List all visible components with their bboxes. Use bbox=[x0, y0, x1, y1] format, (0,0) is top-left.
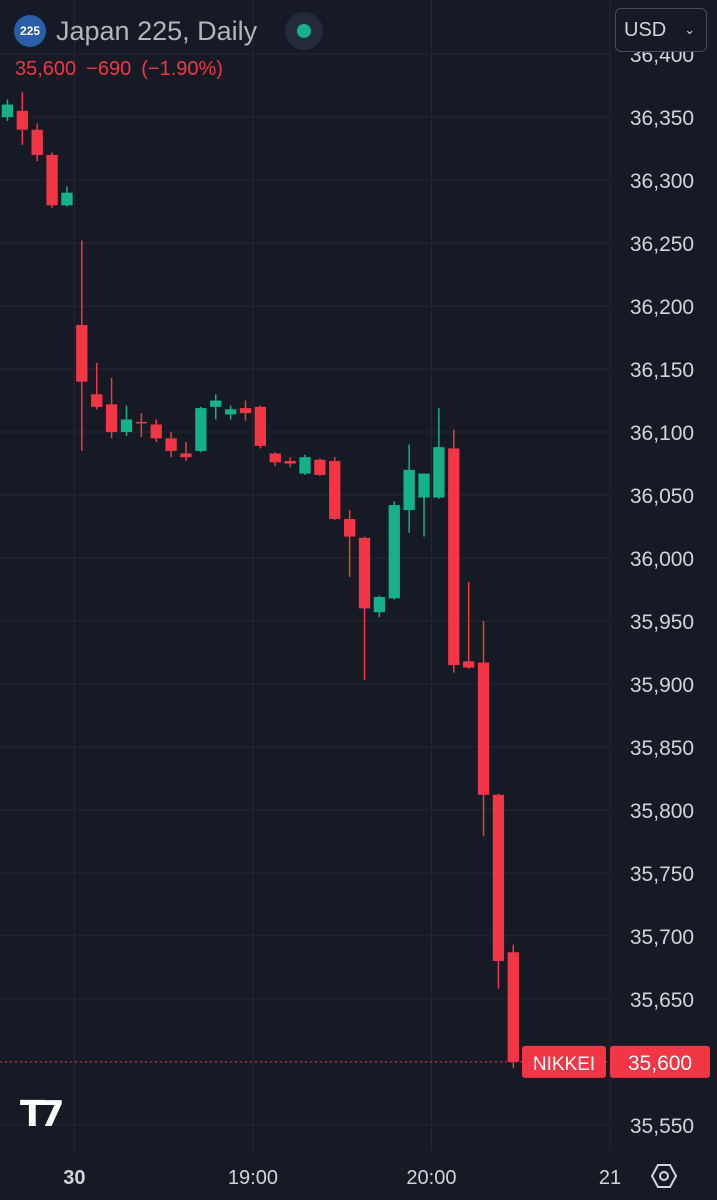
x-tick-label: 30 bbox=[63, 1167, 85, 1189]
candle-up bbox=[299, 457, 311, 474]
candle-down bbox=[343, 518, 356, 537]
candle-down bbox=[180, 453, 192, 458]
candles bbox=[1, 91, 519, 1069]
x-tick-label: 19:00 bbox=[228, 1167, 278, 1189]
candle-down bbox=[284, 461, 296, 464]
candle-up bbox=[418, 473, 430, 498]
candle-down bbox=[91, 394, 103, 407]
y-tick-label: 35,650 bbox=[630, 989, 694, 1012]
axes: 36,40036,35036,30036,25036,20036,15036,1… bbox=[0, 44, 710, 1189]
settings-icon bbox=[650, 1164, 678, 1188]
y-tick-label: 35,850 bbox=[630, 737, 694, 760]
market-open-dot-icon bbox=[297, 24, 312, 38]
y-tick-label: 36,050 bbox=[630, 485, 694, 508]
x-tick-label: 20:00 bbox=[406, 1167, 456, 1189]
market-status-indicator[interactable] bbox=[285, 12, 324, 50]
candle-up bbox=[373, 597, 386, 613]
y-tick-label: 35,900 bbox=[630, 674, 694, 697]
candle-up bbox=[403, 469, 415, 511]
candle-up bbox=[433, 447, 445, 498]
candle-down bbox=[135, 421, 147, 424]
y-tick-label: 36,100 bbox=[630, 422, 694, 445]
candle-up bbox=[120, 419, 133, 433]
symbol-title[interactable]: Japan 225, Daily bbox=[56, 15, 258, 46]
candle-down bbox=[507, 952, 519, 1062]
candle-down bbox=[150, 424, 162, 439]
candle-down bbox=[16, 110, 28, 130]
candle-down bbox=[314, 459, 326, 475]
quote-row: 35,600 −690 (−1.90%) bbox=[15, 58, 323, 81]
chart-header: 225 Japan 225, Daily 35,600 −690 (−1.90%) bbox=[14, 12, 324, 81]
candle-down bbox=[46, 154, 58, 206]
candle-up bbox=[195, 408, 207, 451]
y-tick-label: 36,000 bbox=[630, 548, 694, 571]
candle-down bbox=[254, 406, 267, 446]
currency-selector[interactable]: USD ⌄ bbox=[615, 8, 707, 52]
y-tick-label: 36,250 bbox=[630, 233, 694, 256]
y-tick-label: 35,800 bbox=[630, 800, 694, 823]
price-axis-tag-label: 35,600 bbox=[628, 1052, 692, 1075]
candle-down bbox=[239, 408, 252, 414]
candle-down bbox=[31, 129, 43, 155]
candle-down bbox=[165, 438, 177, 451]
tradingview-logo[interactable]: T7 bbox=[20, 1094, 65, 1135]
candle-down bbox=[492, 794, 505, 962]
candle-up bbox=[61, 192, 73, 206]
candle-down bbox=[269, 453, 281, 463]
price-change-percent: (−1.90%) bbox=[141, 58, 223, 80]
grid bbox=[0, 0, 611, 1150]
y-tick-label: 35,700 bbox=[630, 926, 694, 949]
y-tick-label: 36,200 bbox=[630, 296, 694, 319]
settings-button[interactable] bbox=[648, 1160, 680, 1192]
y-tick-label: 36,150 bbox=[630, 359, 694, 382]
currency-label: USD bbox=[624, 18, 667, 41]
y-tick-label: 35,750 bbox=[630, 863, 694, 886]
candle-down bbox=[358, 537, 371, 609]
x-tick-label: 21 bbox=[599, 1167, 621, 1189]
candle-up bbox=[1, 104, 14, 118]
symbol-price-tag bbox=[522, 1045, 606, 1078]
chevron-down-icon: ⌄ bbox=[684, 22, 696, 37]
candle-down bbox=[477, 662, 490, 795]
price-axis-tag bbox=[610, 1045, 710, 1078]
candle-up bbox=[210, 400, 222, 407]
y-tick-label: 36,300 bbox=[630, 170, 694, 193]
candle-down bbox=[105, 404, 118, 433]
candle-up bbox=[224, 409, 237, 415]
y-tick-label: 35,950 bbox=[630, 611, 694, 634]
symbol-tag-label: NIKKEI bbox=[533, 1054, 595, 1075]
candle-down bbox=[448, 448, 460, 666]
symbol-icon[interactable]: 225 bbox=[14, 15, 46, 47]
y-tick-label: 35,550 bbox=[630, 1115, 694, 1138]
price-change: −690 bbox=[86, 58, 132, 80]
candle-up bbox=[388, 505, 400, 599]
candle-down bbox=[329, 461, 341, 519]
candle-down bbox=[76, 324, 88, 382]
last-price: 35,600 bbox=[15, 58, 77, 80]
y-tick-label: 36,350 bbox=[630, 107, 694, 130]
candle-down bbox=[463, 661, 475, 668]
